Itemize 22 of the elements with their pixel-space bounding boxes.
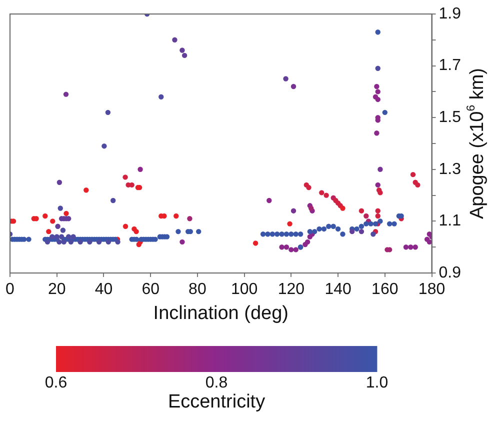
x-tick-label: 180	[418, 281, 446, 298]
y-tick-label: 0.9	[438, 264, 462, 282]
y-tick-label: 1.9	[438, 5, 462, 22]
y-tick-label: 1.1	[438, 212, 462, 230]
x-axis-title: Inclination (deg)	[153, 302, 288, 324]
x-tick-label: 0	[6, 281, 15, 298]
x-tick-label: 120	[278, 281, 305, 298]
color-bar-label: 0.6	[44, 374, 68, 392]
y-tick-label: 1.5	[438, 109, 462, 126]
color-bar-label: 0.8	[205, 374, 228, 392]
x-tick-label: 40	[94, 281, 113, 298]
color-bar-title: Eccentricity	[168, 392, 266, 413]
color-bar-label: 1.0	[366, 374, 388, 392]
x-tick-label: 80	[188, 281, 206, 298]
y-tick-label: 1.7	[438, 57, 462, 74]
x-tick-label: 20	[48, 281, 66, 298]
x-tick-label: 160	[372, 281, 398, 298]
y-axis-title: Apogee (x106 km)	[465, 68, 488, 220]
y-tick-label: 1.3	[438, 160, 462, 178]
x-tick-label: 100	[230, 281, 258, 298]
x-tick-label: 60	[142, 281, 160, 298]
x-tick-label: 140	[324, 281, 352, 298]
